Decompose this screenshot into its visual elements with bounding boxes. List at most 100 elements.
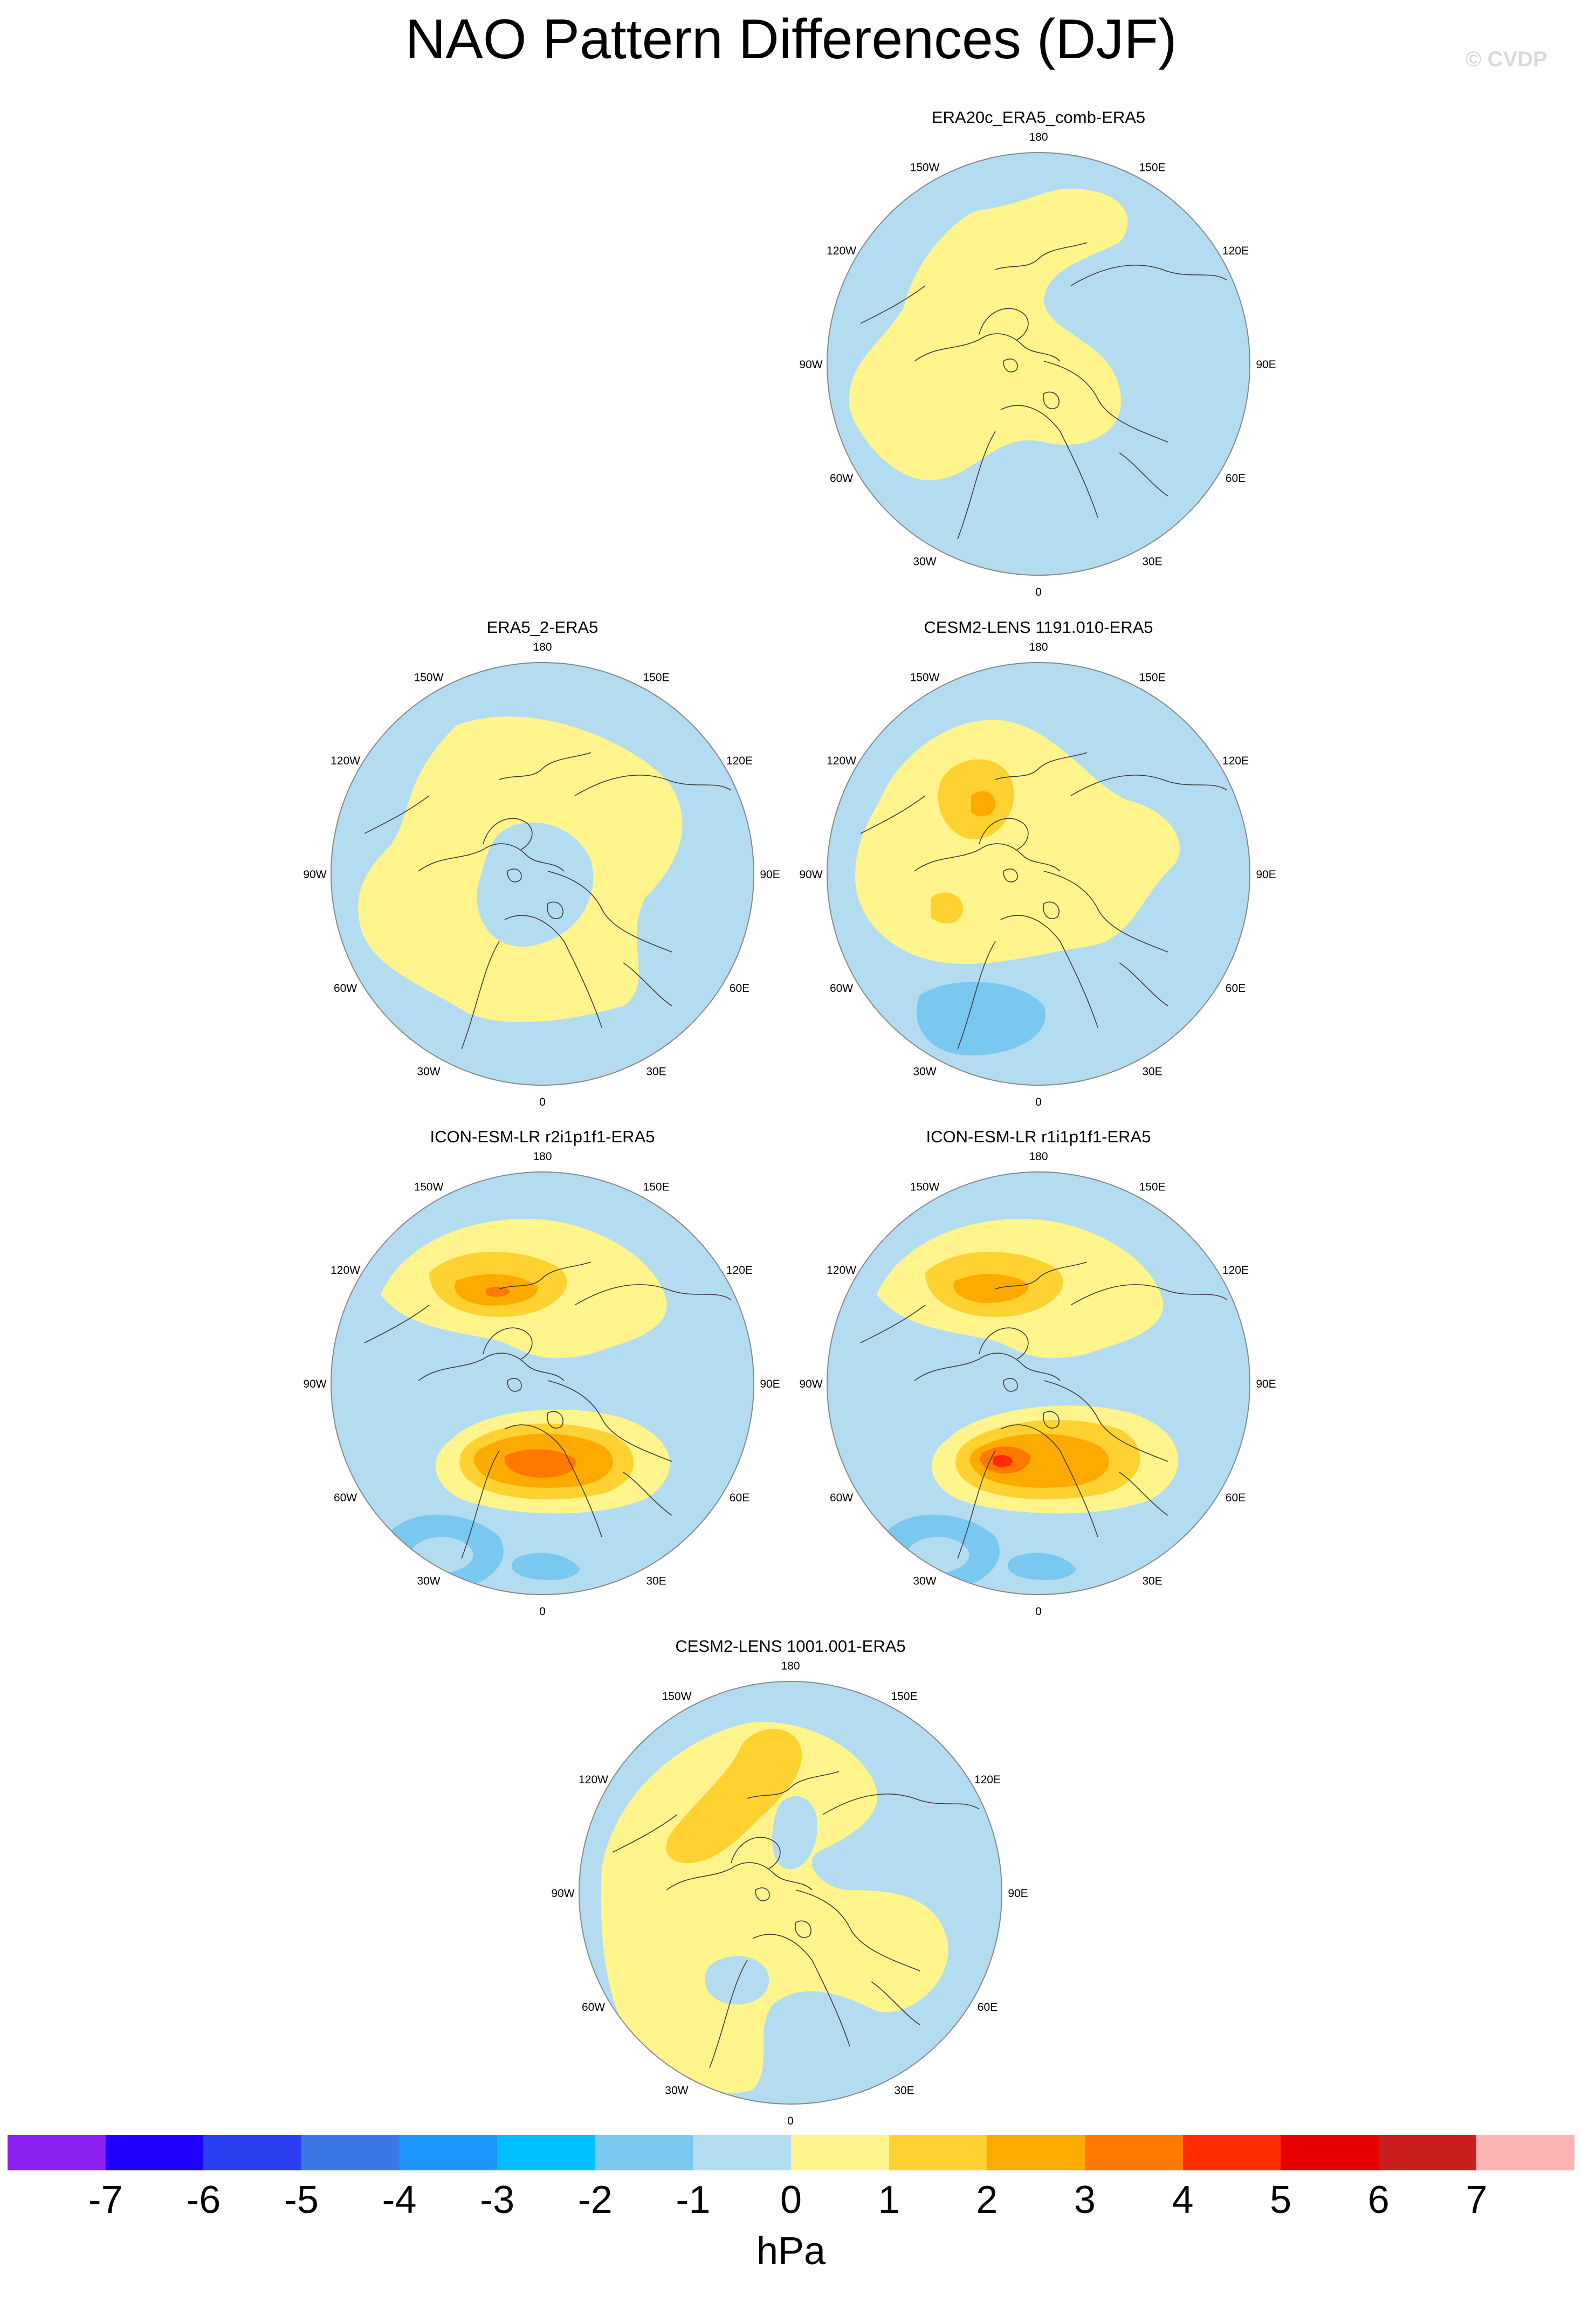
longitude-label-90w: 90W [303, 868, 326, 881]
longitude-label-90w: 90W [551, 1887, 574, 1900]
coastline [507, 1378, 522, 1392]
longitude-label-90w: 90W [303, 1378, 326, 1390]
coastline [995, 1261, 1088, 1289]
longitude-label-90w: 90W [799, 1378, 822, 1390]
coastline [755, 1887, 770, 1901]
longitude-label-180: 180 [533, 1150, 552, 1163]
longitude-label-120e: 120E [726, 755, 753, 767]
coastline [1070, 1284, 1228, 1306]
contour-fill-p3 [971, 791, 995, 817]
longitude-label-90e: 90E [760, 1378, 780, 1390]
coastline [547, 871, 672, 953]
longitude-label-60w: 60W [830, 472, 853, 485]
coastline [499, 1261, 591, 1289]
coastline [1043, 391, 1060, 409]
map-boundary [827, 662, 1250, 1086]
coastline [957, 941, 996, 1050]
coastline [547, 901, 563, 919]
longitude-label-150e: 150E [1139, 672, 1165, 684]
longitude-label-60w: 60W [334, 1492, 357, 1504]
longitude-label-30e: 30E [646, 1065, 666, 1078]
longitude-label-90e: 90E [1008, 1887, 1028, 1900]
longitude-label-0: 0 [787, 2115, 794, 2127]
colorbar-swatch [791, 2135, 889, 2170]
coastline [666, 1862, 813, 1891]
coastline [547, 1411, 563, 1429]
colorbar-tick-label: 2 [976, 2178, 998, 2222]
longitude-label-150w: 150W [414, 672, 444, 684]
coastline [1119, 452, 1168, 496]
coastline [709, 1960, 748, 2068]
colorbar-tick-label: 6 [1367, 2178, 1390, 2222]
longitude-label-180: 180 [1029, 641, 1048, 653]
longitude-label-120w: 120W [827, 1264, 856, 1277]
colorbar-swatch [203, 2135, 301, 2170]
map-panel-era20c: ERA20c_ERA5_comb-ERA5 180 150E 120E 90E 60E 3… [799, 108, 1276, 620]
longitude-label-60e: 60E [1226, 472, 1246, 485]
coastline [418, 843, 565, 872]
longitude-label-150w: 150W [910, 672, 940, 684]
longitude-label-0: 0 [1035, 1605, 1042, 1618]
map-boundary [827, 152, 1250, 576]
polar-map: 180 150E 120E 90E 60E 30E 0 30W 60W 90W 120W 150W [551, 1660, 1028, 2127]
longitude-label-150e: 150E [891, 1691, 917, 1703]
coastline [822, 1794, 980, 1815]
longitude-label-30e: 30E [1142, 1065, 1162, 1078]
contour-fill-p2 [931, 892, 963, 923]
coastline [860, 285, 926, 324]
coastline [1043, 361, 1168, 443]
panel-title: ICON-ESM-LR r2i1p1f1-ERA5 [430, 1127, 655, 1146]
coastline [1000, 405, 1098, 518]
longitude-label-120e: 120E [974, 1774, 1001, 1786]
colorbar-tick-label: 4 [1172, 2178, 1194, 2222]
longitude-label-30w: 30W [417, 1575, 440, 1587]
map-panel-icon-r2: ICON-ESM-LR r2i1p1f1-ERA5 180 150E 120E 90E… [303, 1127, 780, 1639]
polar-map: 180 150E 120E 90E 60E 30E 0 30W 60W 90W 120W 150W [303, 641, 780, 1108]
coastline [1043, 1380, 1168, 1462]
colorbar-tick-label: 0 [780, 2178, 802, 2222]
coastline [483, 1327, 533, 1360]
coastline [995, 242, 1088, 270]
longitude-label-30e: 30E [646, 1575, 666, 1587]
longitude-label-150w: 150W [910, 162, 940, 174]
coastline [461, 1450, 500, 1559]
map-panel-era5-2: ERA5_2-ERA5 180 150E 120E 90E 60E 30E 0 30W 60W 9… [303, 618, 780, 1130]
coastline [461, 941, 500, 1050]
panel-title: ERA5_2-ERA5 [486, 618, 599, 637]
coastline [574, 1284, 732, 1306]
longitude-label-150w: 150W [910, 1181, 940, 1194]
coastline [795, 1920, 811, 1938]
longitude-label-90e: 90E [1256, 868, 1276, 881]
coastline [914, 333, 1061, 362]
longitude-label-30e: 30E [1142, 1575, 1162, 1587]
polar-map: 180 150E 120E 90E 60E 30E 0 30W 60W 90W 120W 150W [799, 131, 1276, 598]
coastline [483, 818, 533, 850]
coastline [1003, 1378, 1018, 1392]
coastline [752, 1934, 850, 2047]
colorbar-tick-label: 1 [878, 2178, 900, 2222]
longitude-label-90e: 90E [1256, 1378, 1276, 1390]
longitude-label-60e: 60E [730, 982, 749, 995]
contour-fill-n1 [477, 822, 594, 947]
coastline [871, 1981, 920, 2025]
coastline [623, 962, 672, 1006]
longitude-label-30w: 30W [913, 1065, 936, 1078]
coastline [957, 1450, 996, 1559]
colorbar-unit: hPa [756, 2230, 826, 2273]
contour-fill-p4 [504, 1449, 576, 1478]
longitude-label-150e: 150E [643, 672, 669, 684]
coastline [364, 795, 430, 834]
longitude-label-30e: 30E [894, 2084, 914, 2097]
coastline [499, 752, 591, 780]
colorbar-tick-label: -1 [676, 2178, 711, 2222]
longitude-label-60e: 60E [978, 2001, 998, 2013]
contour-fill-n1 [448, 1372, 533, 1418]
longitude-label-60w: 60W [830, 982, 853, 995]
coastline [623, 1472, 672, 1516]
longitude-label-60w: 60W [582, 2001, 605, 2013]
longitude-label-30w: 30W [913, 555, 936, 568]
panel-title: ICON-ESM-LR r1i1p1f1-ERA5 [926, 1127, 1151, 1146]
coastline [1000, 1424, 1098, 1537]
colorbar-swatch [1084, 2135, 1183, 2170]
panel-title: CESM2-LENS 1191.010-ERA5 [924, 618, 1153, 637]
